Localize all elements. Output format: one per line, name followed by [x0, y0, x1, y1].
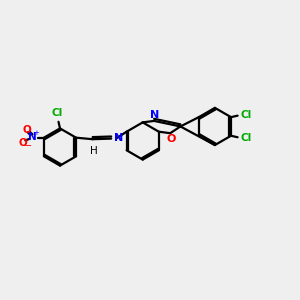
Text: Cl: Cl [241, 133, 252, 143]
Text: −: − [24, 141, 32, 151]
Text: H: H [90, 146, 98, 156]
Text: +: + [33, 130, 39, 136]
Text: O: O [19, 137, 27, 148]
Text: O: O [22, 125, 31, 135]
Text: N: N [114, 133, 124, 143]
Text: Cl: Cl [241, 110, 252, 120]
Text: O: O [166, 134, 176, 144]
Text: Cl: Cl [52, 108, 63, 118]
Text: N: N [28, 132, 36, 142]
Text: N: N [150, 110, 159, 120]
